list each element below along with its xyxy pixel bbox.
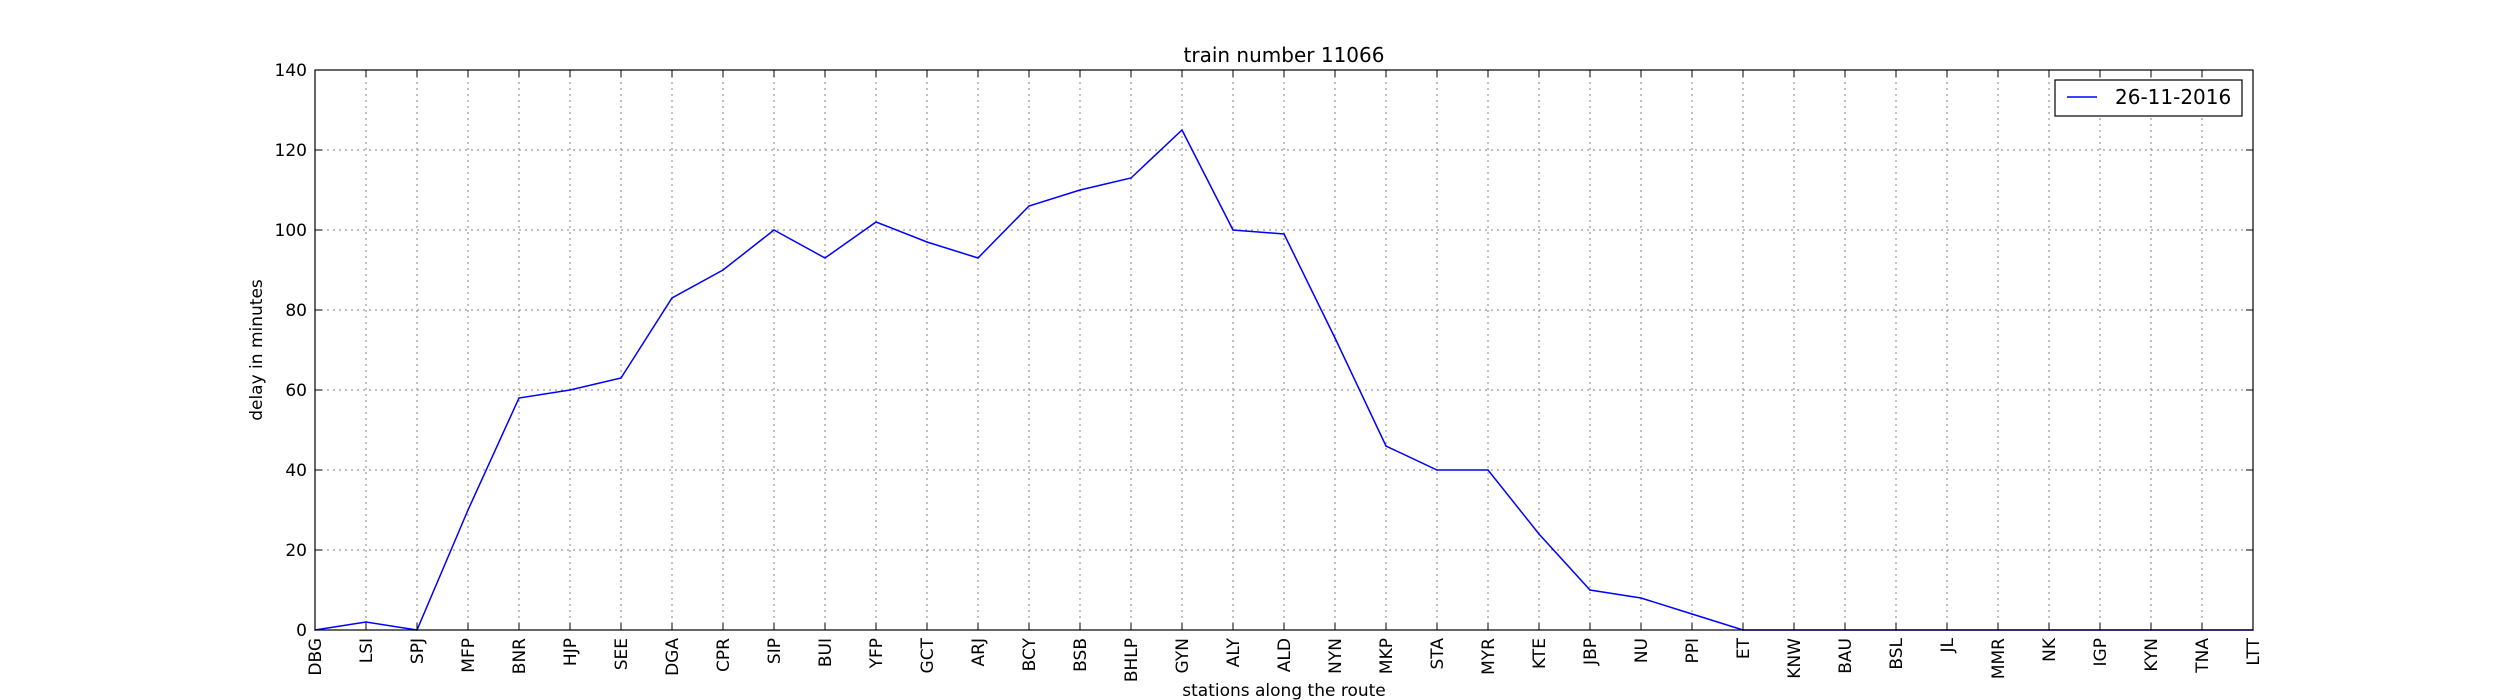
data-point [467, 509, 469, 511]
x-tick-label: GYN [1173, 638, 1193, 673]
data-point [824, 257, 826, 259]
data-point [671, 297, 673, 299]
x-tick-label: KYN [2142, 638, 2162, 672]
x-tick-label: YFP [867, 638, 887, 669]
legend-box [2054, 79, 2243, 117]
x-tick-label: MMR [1989, 638, 2009, 679]
x-tick-label: BCY [1020, 637, 1040, 671]
x-tick-label: ALY [1224, 637, 1244, 667]
x-tick-label: PPI [1683, 638, 1703, 664]
data-point [1538, 533, 1540, 535]
data-point [977, 257, 979, 259]
data-point [926, 241, 928, 243]
data-point [1640, 597, 1642, 599]
data-point [1589, 589, 1591, 591]
data-point [875, 221, 877, 223]
x-tick-label: MKP [1377, 638, 1397, 674]
x-tick-label: NK [2040, 637, 2060, 662]
data-point [1385, 445, 1387, 447]
x-tick-label: STA [1428, 638, 1448, 670]
x-tick-label: SPJ [408, 638, 428, 664]
series-line [314, 128, 2253, 631]
x-tick-label: BSB [1071, 638, 1091, 672]
series-layer [314, 128, 2254, 631]
x-tick-label: JL [1938, 637, 1958, 653]
data-point [1028, 205, 1030, 207]
x-tick-label: SEE [612, 638, 632, 670]
data-point [773, 229, 775, 231]
y-tick-label: 100 [275, 221, 307, 241]
data-point [1487, 469, 1489, 471]
data-point [518, 397, 520, 399]
x-tick-label: ALD [1275, 638, 1295, 672]
x-tick-label: MYR [1479, 638, 1499, 675]
y-tick-label: 120 [275, 141, 307, 161]
x-tick-label: SIP [765, 638, 785, 664]
data-point [1232, 229, 1234, 231]
x-tick-label: HJP [561, 638, 581, 666]
data-point [569, 389, 571, 391]
y-tick-label: 40 [285, 461, 307, 481]
x-axis: DBG LSI SPJ MFP BNR HJP SEE DGA CPR SIP BUI YFP GCT A… [306, 70, 2264, 682]
x-tick-label: NU [1632, 638, 1652, 663]
data-point [1691, 613, 1693, 615]
x-tick-label: BHLP [1122, 638, 1142, 682]
x-tick-label: NYN [1326, 638, 1346, 674]
data-point [365, 621, 367, 623]
y-tick-label: 80 [285, 301, 307, 321]
data-point [620, 377, 622, 379]
y-axis-label: delay in minutes [247, 279, 267, 421]
x-tick-label: LTT [2244, 637, 2264, 665]
legend: 26-11-2016 [2054, 79, 2243, 117]
y-tick-label: 20 [285, 541, 307, 561]
data-point [1283, 233, 1285, 235]
grid [314, 69, 2254, 631]
x-tick-label: TNA [2193, 638, 2213, 674]
x-tick-label: ET [1734, 637, 1754, 659]
x-tick-label: GCT [918, 637, 938, 673]
data-point [1079, 189, 1081, 191]
data-point [1436, 469, 1438, 471]
x-tick-label: ARJ [969, 638, 989, 666]
x-tick-label: IGP [2091, 638, 2111, 666]
x-tick-label: CPR [714, 638, 734, 672]
x-tick-label: DGA [663, 638, 683, 676]
x-tick-label: MFP [459, 638, 479, 673]
x-tick-label: BUI [816, 638, 836, 667]
data-point [1130, 177, 1132, 179]
x-tick-label: KTE [1530, 638, 1550, 669]
y-axis: 0 20 40 60 80 100 120 140 [275, 61, 2253, 641]
x-axis-label: stations along the route [1182, 681, 1386, 700]
data-point [1181, 129, 1183, 131]
x-tick-label: BNR [510, 638, 530, 674]
x-tick-label: LSI [357, 638, 377, 663]
y-tick-label: 0 [296, 621, 307, 641]
x-tick-label: KNW [1785, 638, 1805, 679]
x-tick-label: BAU [1836, 638, 1856, 674]
x-tick-label: BSL [1887, 637, 1907, 669]
legend-label: 26-11-2016 [2115, 85, 2231, 109]
y-tick-label: 60 [285, 381, 307, 401]
chart-title: train number 11066 [1184, 43, 1385, 67]
data-point [722, 269, 724, 271]
y-tick-label: 140 [275, 61, 307, 81]
x-tick-label: JBP [1581, 638, 1601, 666]
data-point [1334, 337, 1336, 339]
x-tick-label: DBG [306, 638, 326, 676]
